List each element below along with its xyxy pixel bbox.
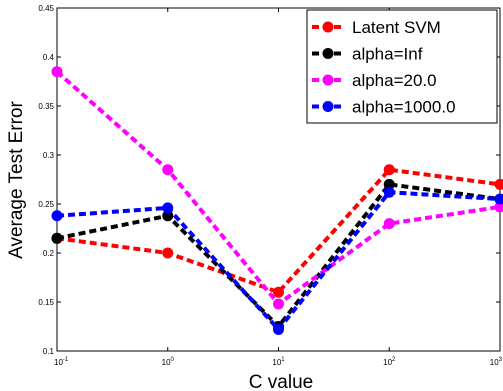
data-point-2-2	[273, 298, 284, 310]
y-tick-label: 0.35	[38, 102, 54, 111]
y-tick-label: 0.3	[43, 151, 55, 160]
x-axis-label: C value	[249, 372, 313, 391]
x-tick-label: 101	[272, 357, 285, 367]
legend-label: alpha=Inf	[352, 45, 423, 64]
x-tick-label: 103	[490, 357, 503, 367]
data-point-0-4	[494, 178, 503, 190]
data-point-2-1	[162, 164, 174, 176]
legend-label: alpha=1000.0	[352, 98, 456, 117]
legend-label: alpha=20.0	[352, 71, 437, 90]
data-point-0-2	[273, 286, 284, 298]
y-tick-label: 0.15	[38, 298, 54, 307]
series-line-0	[56, 167, 501, 295]
data-point-3-1	[162, 202, 174, 214]
data-point-1-3	[383, 178, 395, 190]
data-point-0-3	[383, 164, 395, 176]
x-tick-label: 100	[162, 357, 175, 367]
y-tick-label: 0.4	[43, 53, 55, 62]
series-lines	[51, 66, 503, 335]
y-tick-label: 0.45	[38, 4, 54, 13]
y-tick-label: 0.2	[43, 249, 55, 258]
x-tick-label: 10-1	[54, 357, 69, 367]
legend-swatch-marker	[322, 48, 334, 59]
data-point-1-0	[51, 232, 63, 244]
data-point-2-0	[51, 66, 63, 78]
legend: Latent SVM alpha=Inf alpha=20.0 alpha=1000.…	[306, 9, 498, 124]
data-point-3-3	[383, 186, 395, 198]
legend-swatch-marker	[322, 21, 334, 33]
x-tick-label: 102	[383, 357, 396, 367]
legend-swatch-marker	[322, 74, 334, 86]
data-point-2-3	[383, 218, 395, 230]
data-point-0-1	[162, 247, 174, 259]
y-axis-label: Average Test Error	[6, 100, 27, 258]
data-point-3-4	[494, 193, 503, 205]
x-axis-ticks: 10-1 100 101 102 103	[54, 8, 503, 367]
y-tick-label: 0.25	[38, 200, 54, 209]
legend-label: Latent SVM	[352, 18, 441, 37]
data-point-3-0	[51, 210, 63, 222]
y-tick-label: 0.1	[43, 347, 55, 356]
data-point-3-2	[273, 323, 284, 335]
legend-swatch-marker	[322, 101, 334, 112]
